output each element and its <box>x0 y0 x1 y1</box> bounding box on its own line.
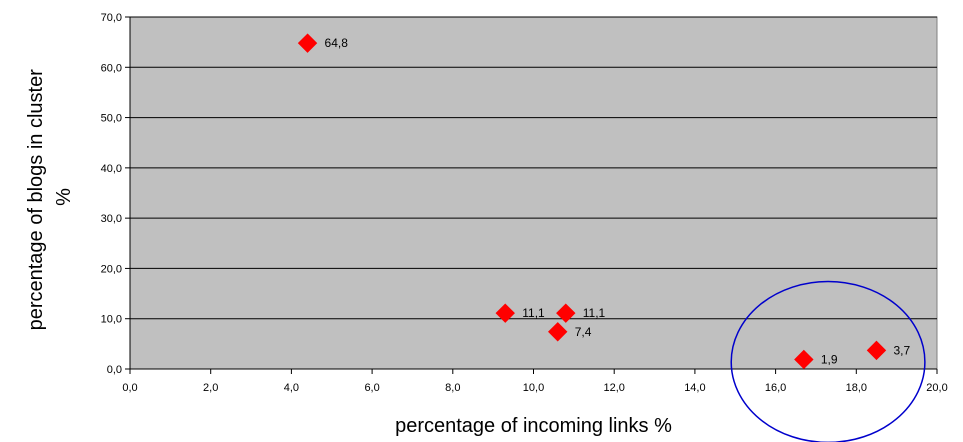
y-tick-label: 60,0 <box>101 62 122 74</box>
y-tick-label: 10,0 <box>101 314 122 326</box>
data-point <box>297 33 318 53</box>
data-label: 11,1 <box>522 306 545 320</box>
gridlines <box>130 16 937 320</box>
data-point <box>866 340 887 361</box>
x-tick-label: 14,0 <box>684 382 705 394</box>
annotations <box>730 280 926 442</box>
y-axis-title-line-2: % <box>53 188 75 206</box>
axes <box>125 16 938 374</box>
x-tick-label: 12,0 <box>603 382 624 394</box>
data-points <box>297 33 887 370</box>
x-tick-label: 10,0 <box>523 382 544 394</box>
data-label: 7,4 <box>575 325 592 339</box>
data-point <box>495 303 515 323</box>
highlight-ellipse <box>730 280 926 442</box>
x-axis-title: percentage of incoming links % <box>395 415 672 437</box>
y-tick-label: 40,0 <box>101 163 122 175</box>
x-tick-label: 20,0 <box>926 382 947 394</box>
y-axis-title-line-1: percentage of blogs in cluster <box>25 69 47 331</box>
x-tick-label: 6,0 <box>364 382 379 394</box>
data-labels: 64,8 11,1 11,1 7,4 1,9 3,7 <box>325 36 911 366</box>
x-tick-label: 18,0 <box>846 382 867 394</box>
data-label: 1,9 <box>821 352 838 366</box>
data-label: 11,1 <box>583 306 606 320</box>
y-tick-label: 0,0 <box>107 364 122 376</box>
x-tick-label: 16,0 <box>765 382 786 394</box>
y-tick-label: 70,0 <box>101 12 122 24</box>
y-tick-label: 50,0 <box>101 113 122 125</box>
x-tick-label: 2,0 <box>203 382 218 394</box>
y-tick-label: 20,0 <box>101 263 122 275</box>
x-tick-label: 4,0 <box>284 382 299 394</box>
data-label: 3,7 <box>893 343 910 357</box>
tick-labels: 0,0 10,0 20,0 30,0 40,0 50,0 60,0 70,0 0,0 2,0 4,0… <box>101 12 948 394</box>
x-tick-label: 0,0 <box>122 382 137 394</box>
data-point <box>794 349 814 370</box>
data-label: 64,8 <box>325 36 349 50</box>
data-point <box>556 303 576 323</box>
x-tick-label: 8,0 <box>445 382 460 394</box>
y-tick-label: 30,0 <box>101 213 122 225</box>
y-axis-title: percentage of blogs in cluster % <box>25 64 75 331</box>
data-point <box>548 322 568 342</box>
plot-area <box>129 16 938 370</box>
